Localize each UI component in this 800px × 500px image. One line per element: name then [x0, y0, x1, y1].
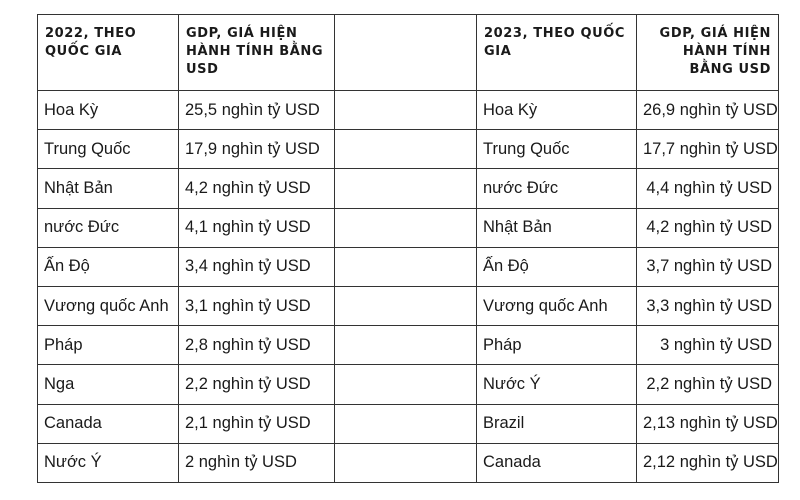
gdp-table-container: 2022, THEO QUỐC GIA GDP, GIÁ HIỆN HÀNH T…	[37, 14, 779, 483]
country-2022-cell: Vương quốc Anh	[37, 285, 179, 327]
spacer-cell	[334, 403, 477, 444]
country-2023-cell: Canada	[476, 442, 637, 483]
country-2022-cell: nước Đức	[37, 207, 179, 248]
country-2022-cell: Nước Ý	[37, 442, 179, 483]
header-2022-country: 2022, THEO QUỐC GIA	[37, 14, 179, 91]
table-row: Pháp 2,8 nghìn tỷ USD Pháp 3 nghìn tỷ US…	[37, 325, 779, 366]
gdp-2023-cell: 4,4 nghìn tỷ USD	[636, 168, 779, 209]
spacer-cell	[334, 129, 477, 170]
spacer-cell	[334, 364, 477, 405]
country-2022-cell: Nga	[37, 364, 179, 405]
gdp-2022-cell: 2,1 nghìn tỷ USD	[178, 403, 335, 444]
country-2023-cell: Brazil	[476, 403, 637, 444]
table-row: Ấn Độ 3,4 nghìn tỷ USD Ấn Độ 3,7 nghìn t…	[37, 246, 779, 287]
gdp-2023-cell: 2,12 nghìn tỷ USD	[636, 442, 779, 483]
table-row: nước Đức 4,1 nghìn tỷ USD Nhật Bản 4,2 n…	[37, 207, 779, 248]
gdp-comparison-table: 2022, THEO QUỐC GIA GDP, GIÁ HIỆN HÀNH T…	[37, 14, 779, 483]
country-2023-cell: Nước Ý	[476, 364, 637, 405]
gdp-2023-cell: 4,2 nghìn tỷ USD	[636, 207, 779, 248]
table-row: Vương quốc Anh 3,1 nghìn tỷ USD Vương qu…	[37, 285, 779, 327]
gdp-2022-cell: 4,1 nghìn tỷ USD	[178, 207, 335, 248]
table-row: Canada 2,1 nghìn tỷ USD Brazil 2,13 nghì…	[37, 403, 779, 444]
spacer-cell	[334, 246, 477, 287]
gdp-2023-cell: 3,3 nghìn tỷ USD	[636, 285, 779, 327]
table-row: Hoa Kỳ 25,5 nghìn tỷ USD Hoa Kỳ 26,9 ngh…	[37, 89, 779, 131]
spacer-cell	[334, 168, 477, 209]
gdp-2023-cell: 3,7 nghìn tỷ USD	[636, 246, 779, 287]
gdp-2022-cell: 3,4 nghìn tỷ USD	[178, 246, 335, 287]
spacer-cell	[334, 14, 477, 91]
country-2022-cell: Pháp	[37, 325, 179, 366]
country-2023-cell: Ấn Độ	[476, 246, 637, 287]
country-2023-cell: nước Đức	[476, 168, 637, 209]
country-2023-cell: Vương quốc Anh	[476, 285, 637, 327]
country-2022-cell: Trung Quốc	[37, 129, 179, 170]
gdp-2022-cell: 2 nghìn tỷ USD	[178, 442, 335, 483]
country-2023-cell: Nhật Bản	[476, 207, 637, 248]
table-body: Hoa Kỳ 25,5 nghìn tỷ USD Hoa Kỳ 26,9 ngh…	[37, 89, 779, 483]
header-2023-gdp: GDP, GIÁ HIỆN HÀNH TÍNH BẰNG USD	[636, 14, 779, 91]
spacer-cell	[334, 442, 477, 483]
gdp-2022-cell: 3,1 nghìn tỷ USD	[178, 285, 335, 327]
gdp-2022-cell: 4,2 nghìn tỷ USD	[178, 168, 335, 209]
gdp-2022-cell: 25,5 nghìn tỷ USD	[178, 89, 335, 131]
gdp-2022-cell: 2,2 nghìn tỷ USD	[178, 364, 335, 405]
table-row: Nước Ý 2 nghìn tỷ USD Canada 2,12 nghìn …	[37, 442, 779, 483]
country-2022-cell: Hoa Kỳ	[37, 89, 179, 131]
country-2023-cell: Pháp	[476, 325, 637, 366]
gdp-2023-cell: 17,7 nghìn tỷ USD	[636, 129, 779, 170]
gdp-2023-cell: 2,2 nghìn tỷ USD	[636, 364, 779, 405]
gdp-2023-cell: 26,9 nghìn tỷ USD	[636, 89, 779, 131]
spacer-cell	[334, 285, 477, 327]
table-row: Trung Quốc 17,9 nghìn tỷ USD Trung Quốc …	[37, 129, 779, 170]
spacer-cell	[334, 207, 477, 248]
spacer-cell	[334, 89, 477, 131]
country-2022-cell: Ấn Độ	[37, 246, 179, 287]
header-2023-country: 2023, THEO QUỐC GIA	[476, 14, 637, 91]
gdp-2022-cell: 2,8 nghìn tỷ USD	[178, 325, 335, 366]
country-2022-cell: Canada	[37, 403, 179, 444]
spacer-cell	[334, 325, 477, 366]
country-2023-cell: Hoa Kỳ	[476, 89, 637, 131]
country-2022-cell: Nhật Bản	[37, 168, 179, 209]
gdp-2023-cell: 2,13 nghìn tỷ USD	[636, 403, 779, 444]
gdp-2023-cell: 3 nghìn tỷ USD	[636, 325, 779, 366]
country-2023-cell: Trung Quốc	[476, 129, 637, 170]
gdp-2022-cell: 17,9 nghìn tỷ USD	[178, 129, 335, 170]
header-2022-gdp: GDP, GIÁ HIỆN HÀNH TÍNH BẰNG USD	[178, 14, 335, 91]
table-row: Nhật Bản 4,2 nghìn tỷ USD nước Đức 4,4 n…	[37, 168, 779, 209]
table-header-row: 2022, THEO QUỐC GIA GDP, GIÁ HIỆN HÀNH T…	[37, 14, 779, 91]
table-row: Nga 2,2 nghìn tỷ USD Nước Ý 2,2 nghìn tỷ…	[37, 364, 779, 405]
